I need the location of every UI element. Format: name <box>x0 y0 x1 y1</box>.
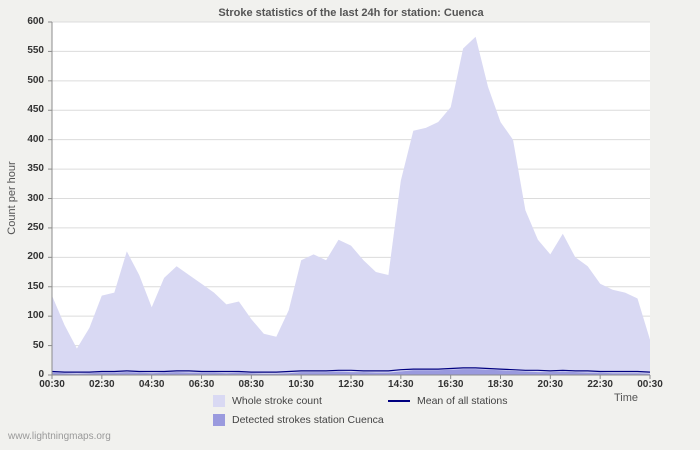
y-tick-label: 450 <box>27 104 44 116</box>
y-tick-label: 50 <box>32 339 44 351</box>
legend: Whole stroke count Mean of all stations … <box>213 395 507 426</box>
legend-item-mean-of-all-stations: Mean of all stations <box>388 395 507 407</box>
x-axis-labels: 00:30 02:30 04:30 06:30 08:30 10:30 12:30 14:30… <box>39 379 663 392</box>
series-area <box>52 369 650 375</box>
x-axis-title: Time <box>614 392 639 404</box>
x-tick-label: 02:30 <box>89 379 115 390</box>
watermark-link: www.lightningmaps.org <box>8 431 111 442</box>
x-tick-label: 22:30 <box>587 379 613 390</box>
y-tick-label: 600 <box>27 16 44 27</box>
x-tick-label: 10:30 <box>288 379 314 390</box>
x-tick-label: 18:30 <box>487 379 514 390</box>
x-tick-label: 14:30 <box>388 379 414 390</box>
y-tick-label: 250 <box>27 221 44 233</box>
x-tick-label: 16:30 <box>437 379 464 390</box>
y-axis-labels: 0 50 100 150 200 250 300 350 400 450 500 550 600 <box>0 16 48 380</box>
y-tick-label: 200 <box>27 251 44 263</box>
chart-title: Stroke statistics of the last 24h for st… <box>218 7 484 19</box>
y-tick-label: 400 <box>27 133 44 145</box>
x-tick-label: 00:30 <box>39 379 65 390</box>
x-tick-label: 00:30 <box>637 379 663 390</box>
legend-swatch-detected-strokes <box>213 414 225 426</box>
y-tick-label: 0 <box>38 369 44 380</box>
legend-label-whole-stroke-count: Whole stroke count <box>232 395 322 407</box>
y-tick-label: 150 <box>27 280 44 292</box>
x-tick-label: 08:30 <box>238 379 265 390</box>
y-tick-label: 100 <box>27 310 44 322</box>
legend-item-whole-stroke-count: Whole stroke count <box>213 395 388 407</box>
legend-swatch-whole-stroke-count <box>213 395 225 407</box>
x-tick-label: 04:30 <box>138 379 165 390</box>
legend-line-swatch-mean <box>388 400 410 402</box>
series-line <box>51 367 651 373</box>
y-tick-label: 350 <box>27 163 44 175</box>
y-tick-label: 300 <box>27 192 44 204</box>
plot-svg <box>48 21 651 379</box>
y-tick-label: 500 <box>27 74 44 86</box>
y-tick-label: 550 <box>27 45 44 57</box>
series-area <box>52 36 650 375</box>
plot-area <box>48 21 651 379</box>
x-tick-label: 12:30 <box>338 379 364 390</box>
x-tick-label: 06:30 <box>188 379 215 390</box>
x-tick-label: 20:30 <box>537 379 564 390</box>
legend-label-mean-of-all-stations: Mean of all stations <box>417 395 508 407</box>
legend-label-detected-strokes: Detected strokes station Cuenca <box>232 414 384 426</box>
legend-item-detected-strokes: Detected strokes station Cuenca <box>213 414 388 426</box>
